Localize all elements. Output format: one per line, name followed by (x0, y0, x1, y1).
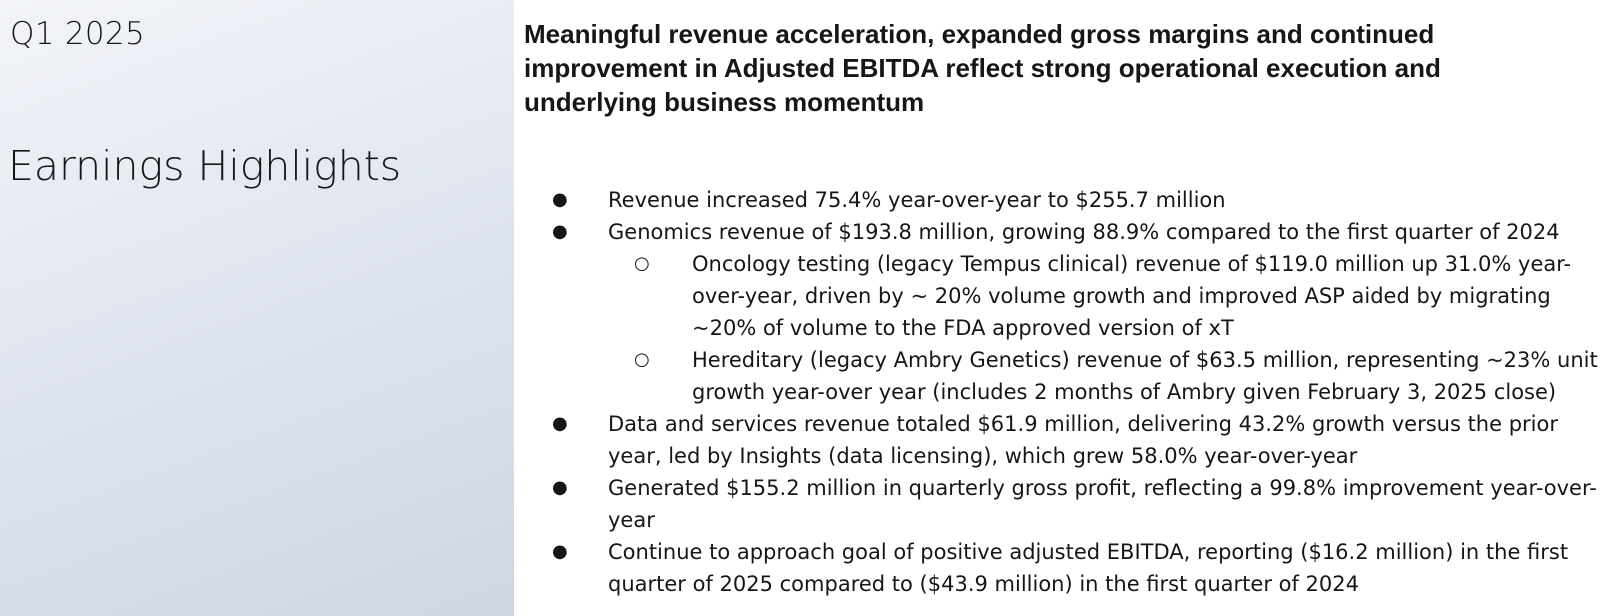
bullet-icon: ● (552, 413, 568, 434)
quarter-label: Q1 2025 (10, 16, 145, 52)
headline: Meaningful revenue acceleration, expande… (524, 19, 1441, 117)
bullet-icon: ● (552, 221, 568, 242)
bullet-item: ● Data and services revenue totaled $61.… (514, 408, 1600, 472)
bullet-text: Data and services revenue totaled $61.9 … (608, 412, 1558, 468)
hollow-bullet-icon: ○ (634, 349, 650, 370)
left-panel: Q1 2025 Earnings Highlights (0, 0, 514, 616)
bullet-text: Revenue increased 75.4% year-over-year t… (608, 188, 1226, 212)
section-title: Earnings Highlights (8, 142, 402, 190)
bullet-text: Continue to approach goal of positive ad… (608, 540, 1569, 596)
bullet-list: ● Revenue increased 75.4% year-over-year… (514, 184, 1600, 600)
bullet-icon: ● (552, 477, 568, 498)
bullet-icon: ● (552, 541, 568, 562)
bullet-item: ● Genomics revenue of $193.8 million, gr… (514, 216, 1600, 248)
hollow-bullet-icon: ○ (634, 253, 650, 274)
bullet-icon: ● (552, 189, 568, 210)
right-panel: Meaningful revenue acceleration, expande… (514, 0, 1600, 616)
sub-bullet-item: ○ Oncology testing (legacy Tempus clinic… (514, 248, 1600, 344)
bullet-text: Generated $155.2 million in quarterly gr… (608, 476, 1597, 532)
bullet-item: ● Revenue increased 75.4% year-over-year… (514, 184, 1600, 216)
bullet-item: ● Continue to approach goal of positive … (514, 536, 1600, 600)
sub-bullet-text: Hereditary (legacy Ambry Genetics) reven… (692, 348, 1598, 404)
sub-bullet-text: Oncology testing (legacy Tempus clinical… (692, 252, 1572, 340)
bullet-text: Genomics revenue of $193.8 million, grow… (608, 220, 1560, 244)
sub-bullet-item: ○ Hereditary (legacy Ambry Genetics) rev… (514, 344, 1600, 408)
bullet-item: ● Generated $155.2 million in quarterly … (514, 472, 1600, 536)
